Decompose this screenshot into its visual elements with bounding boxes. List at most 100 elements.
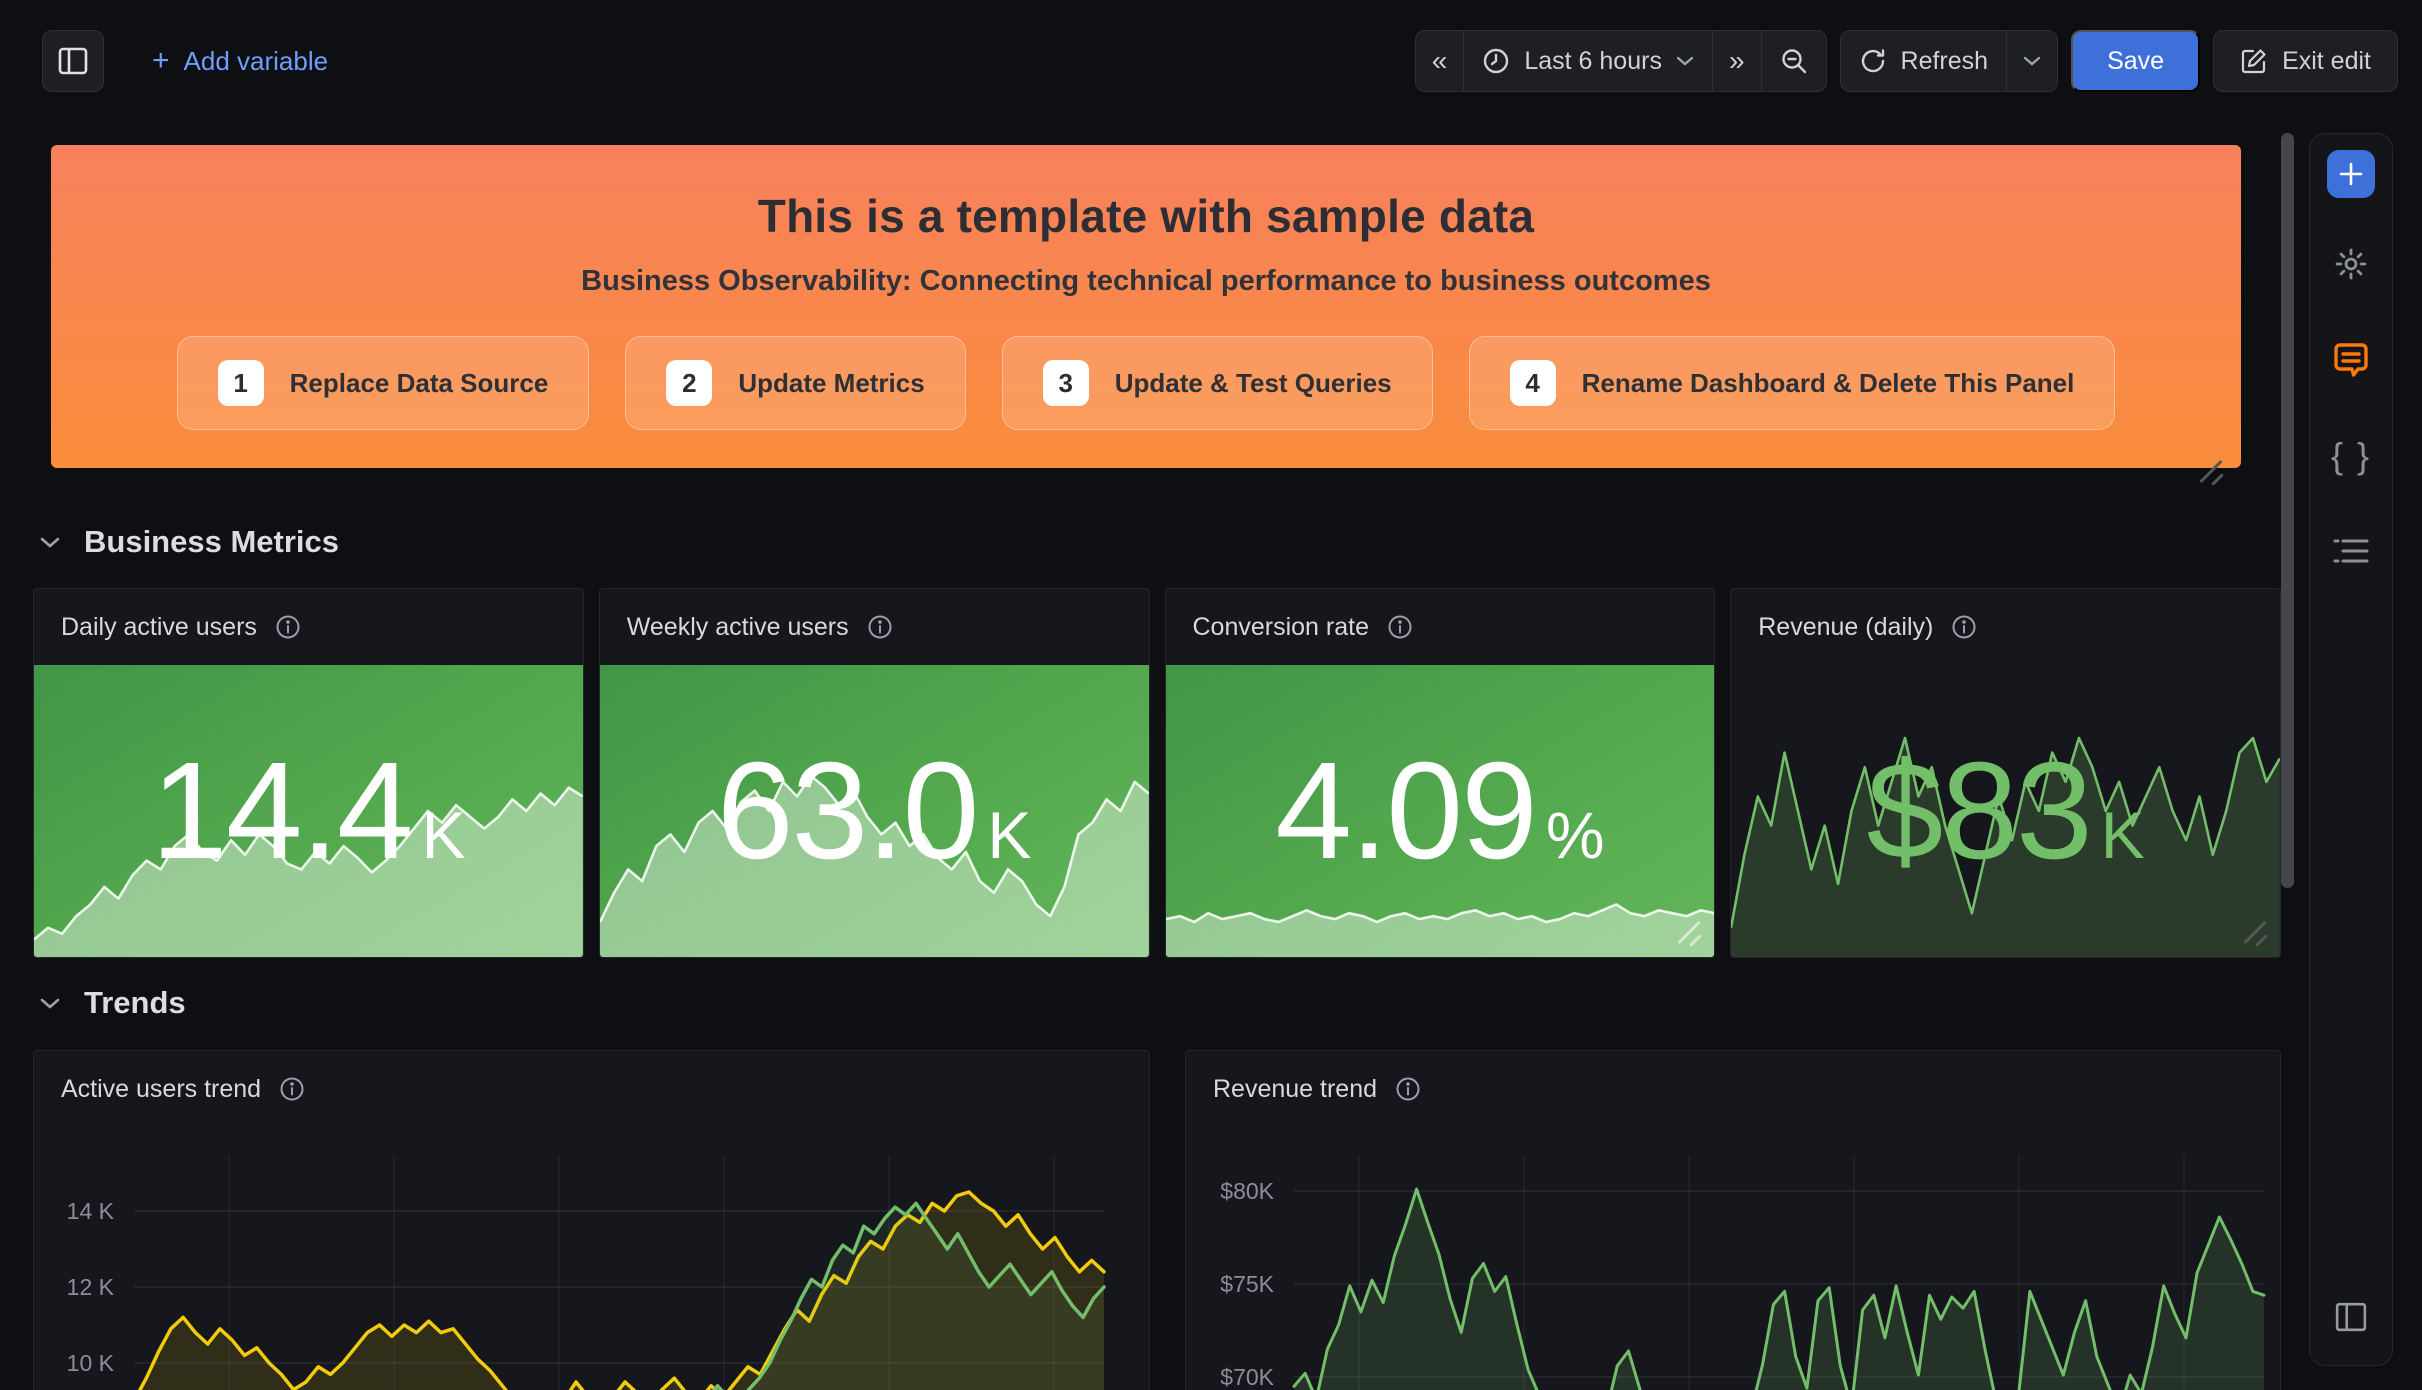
stat-body: $83 K: [1731, 665, 2280, 957]
panel-header[interactable]: Daily active users: [34, 589, 583, 665]
stat-panel-conversion-rate: Conversion rate 4.09%: [1164, 588, 1716, 958]
sparkline: [599, 665, 1149, 957]
step-update-metrics[interactable]: 2 Update Metrics: [625, 336, 966, 430]
time-shift-back-button[interactable]: «: [1416, 31, 1464, 91]
trends-row: Active users trend 14 K 12 K 10 K Revenue …: [33, 1050, 2281, 1390]
panel-title: Revenue trend: [1213, 1074, 1378, 1103]
banner-subtitle: Business Observability: Connecting techn…: [581, 265, 1711, 297]
stat-value: 63.0 K: [600, 665, 1149, 957]
refresh-group: Refresh: [1839, 30, 2059, 92]
y-axis-tick-label: $80K: [1220, 1178, 1274, 1204]
stat-number: 63.0: [716, 734, 980, 888]
panel-header[interactable]: Conversion rate: [1166, 589, 1715, 665]
panel-header[interactable]: Active users trend: [34, 1051, 1149, 1127]
section-trends[interactable]: Trends: [40, 985, 186, 1021]
collapse-sidebar-button[interactable]: [2310, 1301, 2392, 1333]
resize-handle[interactable]: [2196, 456, 2230, 490]
add-variable-link[interactable]: + Add variable: [152, 46, 328, 77]
section-title: Trends: [84, 985, 186, 1020]
chevron-down-icon: [2023, 55, 2041, 67]
gear-icon: [2331, 244, 2371, 284]
y-axis-tick-label: 12 K: [66, 1274, 114, 1300]
panel-header[interactable]: Weekly active users: [600, 589, 1149, 665]
info-circle-icon[interactable]: [1395, 1076, 1421, 1102]
stat-number: 4.09: [1275, 734, 1538, 888]
stat-number: $83: [1866, 734, 2092, 888]
resize-handle[interactable]: [2240, 917, 2274, 951]
stat-value: $83 K: [1731, 665, 2280, 957]
json-model-button[interactable]: { }: [2327, 426, 2375, 486]
refresh-button[interactable]: Refresh: [1841, 31, 2007, 91]
toggle-sidebar-button[interactable]: [42, 30, 104, 92]
zoom-out-icon: [1780, 47, 1808, 75]
panel-toggle-icon: [58, 46, 88, 76]
outline-button[interactable]: [2327, 522, 2375, 582]
resize-handle[interactable]: [1674, 917, 1708, 951]
stat-body: 63.0 K: [599, 665, 1149, 957]
info-circle-icon[interactable]: [275, 614, 301, 640]
sparkline: [34, 665, 583, 957]
stat-body: 14.4 K: [34, 665, 583, 957]
stat-suffix: K: [421, 798, 466, 872]
add-panel-button[interactable]: [2327, 150, 2375, 198]
toolbar-right-cluster: « Last 6 hours »: [1414, 30, 2398, 92]
y-axis-tick-label: $70K: [1220, 1364, 1274, 1390]
chart-panel-revenue-trend: Revenue trend $80K $75K $70K: [1185, 1050, 2281, 1390]
edit-sidebar: { }: [2309, 133, 2393, 1366]
zoom-out-button[interactable]: [1760, 31, 1826, 91]
add-variable-label: Add variable: [183, 45, 329, 76]
panel-toggle-icon: [2335, 1301, 2367, 1333]
panel-title: Daily active users: [61, 612, 257, 641]
time-range-picker[interactable]: Last 6 hours: [1463, 31, 1712, 91]
plus-icon: [2338, 161, 2364, 187]
comment-icon: [2330, 339, 2372, 381]
step-rename-dashboard[interactable]: 4 Rename Dashboard & Delete This Panel: [1468, 336, 2116, 430]
chevron-down-icon: [1676, 55, 1694, 67]
time-range-label: Last 6 hours: [1524, 46, 1662, 75]
time-range-group: « Last 6 hours »: [1414, 30, 1827, 92]
outline-icon: [2331, 536, 2371, 568]
stat-panel-weekly-active-users: Weekly active users 63.0 K: [598, 588, 1150, 958]
y-axis-tick-label: 10 K: [66, 1350, 114, 1376]
panel-title: Revenue (daily): [1758, 612, 1934, 641]
time-shift-forward-button[interactable]: »: [1711, 31, 1761, 91]
stats-row: Daily active users 14.4 K Weekly active u…: [33, 588, 2281, 958]
exit-edit-button[interactable]: Exit edit: [2213, 30, 2398, 92]
stat-body: 4.09%: [1165, 665, 1715, 957]
y-axis-tick-label: $75K: [1220, 1271, 1274, 1297]
pencil-square-icon: [2240, 47, 2268, 75]
panel-header[interactable]: Revenue (daily): [1731, 589, 2280, 665]
step-number-badge: 4: [1509, 360, 1556, 406]
step-label: Update & Test Queries: [1114, 367, 1392, 398]
braces-icon: { }: [2330, 435, 2372, 476]
info-circle-icon[interactable]: [1387, 614, 1413, 640]
info-circle-icon[interactable]: [867, 614, 893, 640]
refresh-label: Refresh: [1900, 46, 1989, 75]
step-replace-data-source[interactable]: 1 Replace Data Source: [176, 336, 590, 430]
refresh-interval-dropdown[interactable]: [2006, 31, 2057, 91]
dashboard-settings-button[interactable]: [2327, 234, 2375, 294]
vertical-scrollbar[interactable]: [2281, 133, 2294, 888]
save-button[interactable]: Save: [2071, 30, 2201, 92]
section-title: Business Metrics: [84, 524, 339, 559]
chart-panel-active-users-trend: Active users trend 14 K 12 K 10 K: [33, 1050, 1150, 1390]
info-circle-icon[interactable]: [279, 1076, 305, 1102]
stat-suffix: %: [1545, 798, 1605, 872]
comments-button[interactable]: [2327, 330, 2375, 390]
chevron-down-icon: [40, 997, 60, 1010]
save-label: Save: [2107, 46, 2165, 75]
section-business-metrics[interactable]: Business Metrics: [40, 524, 339, 560]
clock-icon: [1482, 47, 1510, 75]
step-label: Rename Dashboard & Delete This Panel: [1581, 367, 2075, 398]
step-update-test-queries[interactable]: 3 Update & Test Queries: [1001, 336, 1433, 430]
panel-title: Weekly active users: [626, 612, 849, 641]
step-label: Update Metrics: [738, 367, 925, 398]
step-number-badge: 3: [1042, 360, 1089, 406]
info-circle-icon[interactable]: [1951, 614, 1977, 640]
step-label: Replace Data Source: [289, 367, 549, 398]
step-number-badge: 2: [666, 360, 713, 406]
stat-panel-revenue-daily: Revenue (daily) $83 K: [1730, 588, 2281, 958]
top-toolbar: + Add variable « Last 6 hours »: [0, 0, 2422, 122]
panel-header[interactable]: Revenue trend: [1186, 1051, 2280, 1127]
